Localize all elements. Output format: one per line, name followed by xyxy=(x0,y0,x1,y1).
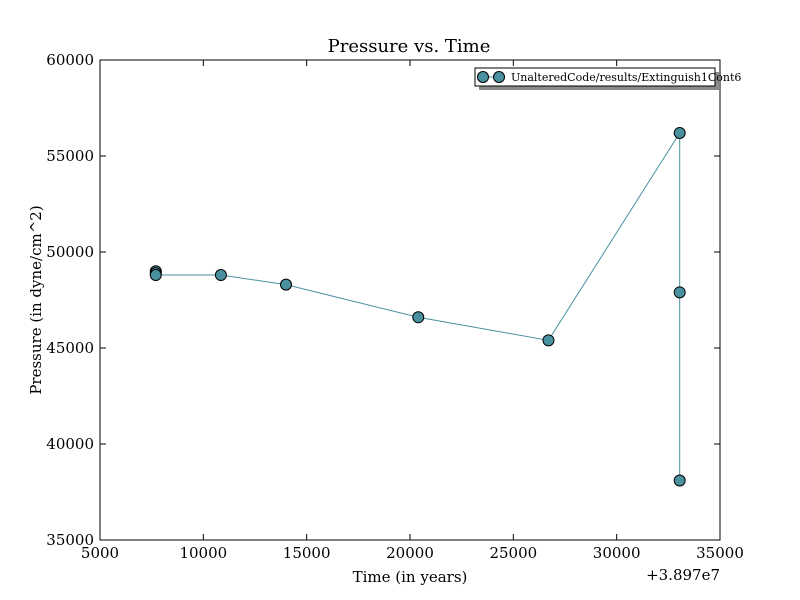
x-tick-label: 15000 xyxy=(283,544,331,562)
data-point xyxy=(280,278,292,291)
y-axis-label: Pressure (in dyne/cm^2) xyxy=(27,205,45,394)
data-point xyxy=(149,269,162,282)
data-point xyxy=(673,286,686,299)
plot-frame xyxy=(99,59,721,541)
data-point xyxy=(412,311,425,324)
x-offset-label: +3.897e7 xyxy=(646,566,720,584)
data-point xyxy=(673,126,686,139)
y-tick-label: 40000 xyxy=(46,435,94,453)
x-tick-label: 25000 xyxy=(489,544,537,562)
legend: UnalteredCode/results/Extinguish1Cont6 xyxy=(474,67,741,90)
y-tick-label: 55000 xyxy=(46,147,94,165)
series-line xyxy=(155,131,681,481)
series-group xyxy=(149,126,686,487)
legend-marker xyxy=(493,71,505,83)
x-tick-label: 30000 xyxy=(593,544,641,562)
legend-box xyxy=(474,67,716,87)
legend-marker xyxy=(477,71,489,83)
x-tick-label: 5000 xyxy=(81,544,119,562)
y-tick-label: 45000 xyxy=(46,339,94,357)
chart-title: Pressure vs. Time xyxy=(328,36,491,57)
legend-label: UnalteredCode/results/Extinguish1Cont6 xyxy=(511,71,741,84)
data-point xyxy=(673,474,686,487)
x-tick-label: 20000 xyxy=(386,544,434,562)
x-axis-label: Time (in years) xyxy=(353,568,468,586)
y-tick-label: 60000 xyxy=(46,51,94,69)
x-tick-label: 35000 xyxy=(696,544,744,562)
x-tick-label: 10000 xyxy=(179,544,227,562)
y-tick-label: 50000 xyxy=(46,243,94,261)
axis-ticks: 5000 10000 15000 20000 25000 30000 35000 35000 4… xyxy=(46,51,744,562)
data-point xyxy=(542,334,555,347)
y-tick-label: 35000 xyxy=(46,531,94,549)
data-point xyxy=(214,269,227,282)
